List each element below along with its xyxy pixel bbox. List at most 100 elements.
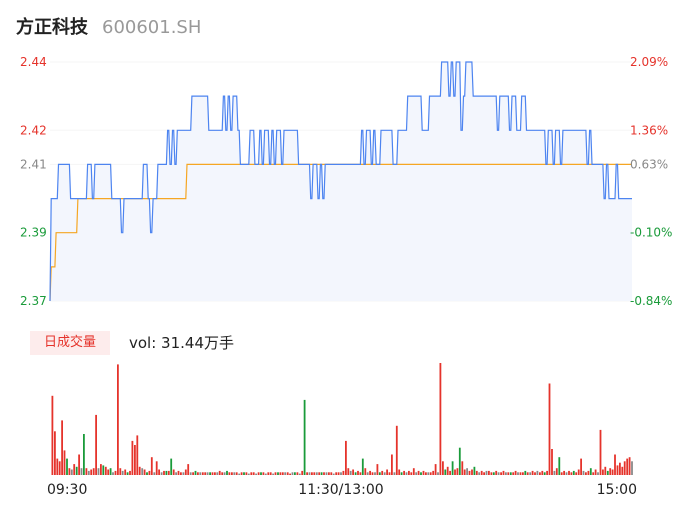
volume-bar — [403, 470, 405, 475]
volume-bar — [51, 395, 54, 475]
volume-bar — [546, 470, 548, 475]
stock-code: 600601.SH — [102, 17, 202, 38]
volume-bar — [184, 469, 187, 475]
volume-bar — [150, 457, 153, 475]
volume-bar — [400, 472, 403, 475]
volume-bar — [478, 472, 481, 475]
volume-bar — [180, 472, 182, 475]
time-axis-labels: 09:30 11:30/13:00 15:00 — [47, 482, 637, 498]
volume-bar — [417, 470, 420, 475]
volume-bar — [90, 469, 93, 475]
volume-bar — [480, 470, 483, 475]
volume-bar — [458, 447, 461, 475]
volume-bar — [104, 466, 107, 475]
volume-bar — [308, 472, 311, 475]
volume-bar — [374, 472, 376, 475]
volume-bar — [189, 472, 192, 475]
volume-bar — [502, 470, 505, 475]
volume-bar — [175, 472, 177, 475]
volume-bar — [320, 472, 323, 475]
volume-bar — [461, 461, 464, 475]
price-area-fill — [50, 62, 632, 301]
volume-bar — [247, 473, 250, 475]
volume-bar — [252, 472, 255, 475]
volume-bar — [97, 468, 100, 475]
volume-bar — [160, 472, 163, 475]
volume-bar — [539, 472, 541, 475]
volume-tab[interactable]: 日成交量 — [30, 331, 110, 355]
volume-bar — [471, 469, 473, 475]
volume-bars — [51, 363, 633, 475]
volume-bar — [543, 472, 546, 475]
volume-bar — [359, 472, 362, 475]
volume-bar — [221, 472, 224, 475]
volume-bar — [281, 472, 284, 475]
volume-bar — [332, 473, 335, 475]
volume-bar — [587, 470, 590, 475]
volume-bar — [218, 470, 221, 475]
time-tick-label: 09:30 — [47, 482, 87, 498]
volume-bar — [235, 472, 238, 475]
volume-bar — [95, 414, 97, 475]
volume-bar — [155, 461, 158, 475]
volume-bar — [524, 470, 527, 475]
volume-bar — [621, 466, 624, 475]
volume-bar — [197, 472, 199, 475]
volume-bar — [378, 472, 381, 475]
volume-bar — [585, 472, 587, 475]
volume-bar — [318, 472, 321, 475]
price-tick-label: 2.39 — [20, 226, 47, 240]
volume-bar — [541, 470, 544, 475]
volume-bar — [505, 472, 507, 475]
volume-bar — [555, 468, 558, 475]
volume-bar — [315, 472, 318, 475]
volume-bar — [582, 470, 585, 475]
volume-bar — [558, 457, 561, 475]
volume-bar — [626, 458, 629, 475]
volume-bar — [354, 472, 357, 475]
volume-bar — [296, 472, 299, 475]
volume-bar — [66, 458, 68, 475]
percent-tick-label: -0.10% — [630, 226, 672, 240]
volume-bar — [260, 472, 262, 475]
volume-bar — [68, 468, 71, 475]
volume-bar — [357, 470, 359, 475]
volume-bar — [146, 472, 148, 475]
volume-bar — [483, 472, 485, 475]
volume-bar — [449, 470, 451, 475]
volume-bar — [512, 472, 515, 475]
volume-bar — [257, 472, 260, 475]
volume-bar — [298, 473, 301, 475]
volume-bar — [589, 468, 592, 475]
volume-bar — [206, 472, 209, 475]
volume-bar — [347, 468, 350, 475]
volume-bar — [153, 472, 156, 475]
volume-bar — [519, 472, 522, 475]
volume-bar — [517, 472, 519, 475]
volume-bar — [58, 461, 61, 475]
volume-bar — [361, 458, 364, 475]
volume-bar — [432, 470, 435, 475]
volume-bar — [405, 472, 408, 475]
volume-bar — [255, 473, 257, 475]
volume-bar — [337, 472, 340, 475]
volume-bar — [124, 469, 127, 475]
volume-bar — [563, 470, 565, 475]
volume-bar — [548, 383, 551, 475]
volume-bar — [391, 454, 393, 475]
volume-bar — [109, 468, 112, 475]
volume-bar — [250, 472, 253, 475]
volume-bar — [631, 461, 633, 475]
volume-bar — [427, 472, 430, 475]
volume-bar — [226, 470, 228, 475]
volume-bar — [468, 470, 471, 475]
volume-bar — [442, 461, 444, 475]
volume-bar — [61, 420, 63, 475]
volume-bar — [119, 468, 122, 475]
volume-bar — [243, 472, 245, 475]
volume-bar — [75, 466, 78, 475]
volume-bar — [114, 470, 117, 475]
price-tick-label: 2.41 — [20, 157, 47, 171]
volume-bar — [444, 469, 447, 475]
volume-bar — [100, 464, 102, 475]
